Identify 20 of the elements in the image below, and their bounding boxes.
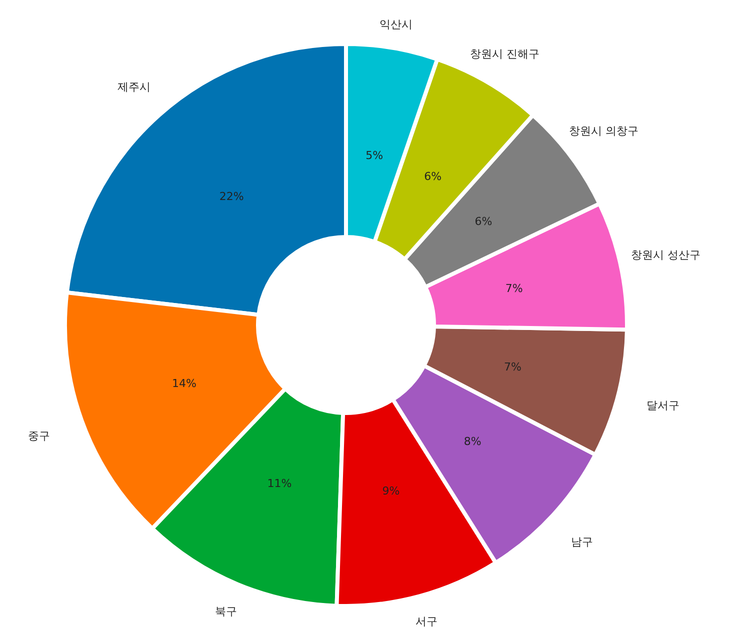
slice-label: 중구 bbox=[28, 430, 50, 443]
data-label: 7% bbox=[504, 360, 522, 374]
data-label: 5% bbox=[366, 148, 384, 162]
data-label: 8% bbox=[464, 434, 482, 448]
data-label: 9% bbox=[382, 484, 400, 498]
slice-label: 창원시 진해구 bbox=[470, 47, 540, 60]
slice-label: 익산시 bbox=[380, 18, 413, 32]
slice-label: 북구 bbox=[214, 605, 237, 618]
data-label: 14% bbox=[172, 377, 196, 390]
slice-label: 창원시 의창구 bbox=[568, 124, 638, 138]
slice-label: 제주시 bbox=[118, 80, 151, 94]
data-label: 7% bbox=[505, 282, 523, 295]
data-label: 11% bbox=[267, 477, 292, 490]
slice-label: 창원시 성산구 bbox=[631, 248, 701, 262]
slice-label: 서구 bbox=[415, 615, 438, 628]
data-label: 22% bbox=[219, 190, 244, 204]
data-label: 6% bbox=[474, 215, 492, 228]
data-label: 6% bbox=[424, 170, 442, 184]
slice-label: 남구 bbox=[570, 536, 593, 549]
slice-label: 달서구 bbox=[646, 398, 680, 412]
